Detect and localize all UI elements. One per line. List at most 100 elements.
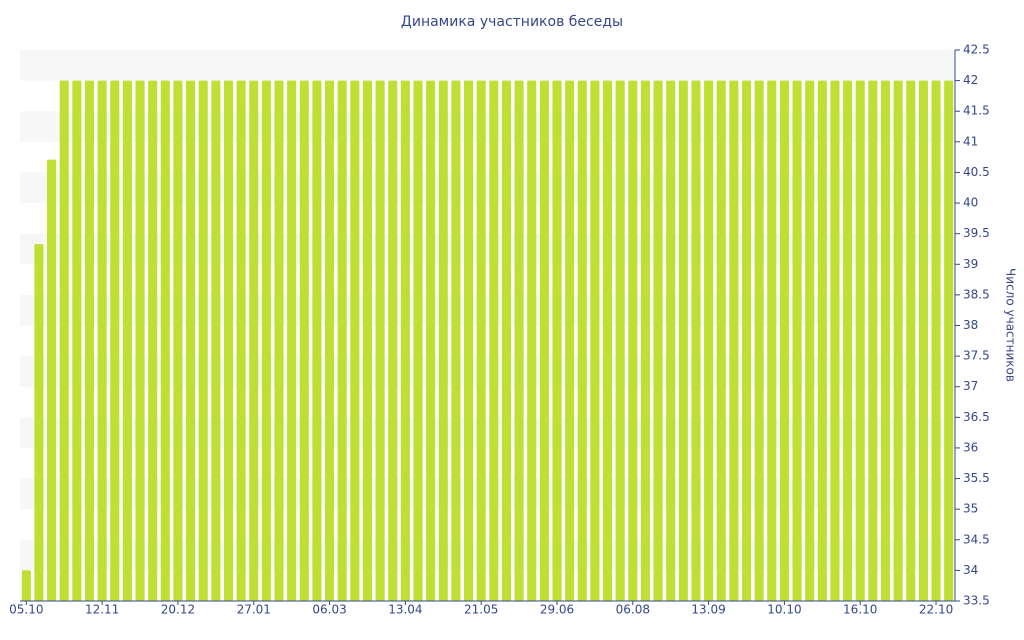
x-tick-label: 10.10: [767, 603, 801, 617]
y-tick-label: 35: [963, 502, 978, 516]
bar: [552, 80, 562, 602]
x-tick-label: 12.11: [85, 603, 119, 617]
grid-band: [20, 50, 955, 81]
bar: [565, 80, 575, 602]
bar: [160, 80, 170, 602]
bar: [741, 80, 752, 602]
bar: [539, 80, 549, 602]
bar: [855, 80, 865, 602]
bar: [299, 80, 309, 602]
bar: [678, 80, 688, 602]
bar: [792, 80, 802, 602]
bar: [602, 80, 613, 602]
bar: [729, 80, 739, 602]
bar: [173, 80, 183, 602]
y-tick-label: 42: [963, 73, 978, 87]
x-tick-label: 13.04: [388, 603, 422, 617]
bar: [590, 80, 600, 602]
bar: [388, 80, 398, 602]
y-tick-label: 40.5: [963, 165, 990, 179]
bar: [843, 80, 853, 602]
y-tick-label: 38: [963, 318, 978, 332]
bar: [148, 80, 158, 602]
bar: [716, 80, 726, 602]
y-tick-label: 33.5: [963, 594, 990, 608]
y-tick-label: 39.5: [963, 226, 990, 240]
bar: [135, 80, 145, 602]
bar: [628, 80, 638, 602]
bar: [501, 80, 512, 602]
bar: [110, 80, 120, 602]
grid-band: [20, 294, 955, 326]
bar: [868, 80, 878, 602]
bar: [704, 80, 714, 602]
bar: [34, 244, 44, 601]
bar: [84, 80, 95, 602]
bar: [400, 80, 410, 602]
bar: [223, 80, 234, 602]
bar: [451, 80, 461, 602]
bar: [122, 80, 132, 602]
bar: [615, 80, 625, 602]
bar: [236, 80, 246, 602]
bar: [754, 80, 764, 602]
bar: [413, 80, 423, 602]
x-tick-label: 06.03: [312, 603, 346, 617]
x-tick-label: 21.05: [464, 603, 498, 617]
bar: [287, 80, 297, 602]
bar: [274, 80, 284, 602]
y-tick-label: 40: [963, 196, 978, 210]
bar: [640, 80, 650, 602]
bar: [362, 80, 373, 602]
bar: [21, 570, 31, 601]
bar: [577, 80, 587, 602]
bar: [514, 80, 524, 602]
chart-title: Динамика участников беседы: [401, 14, 623, 30]
y-tick-label: 39: [963, 257, 978, 271]
bar: [830, 80, 840, 602]
bar: [426, 80, 436, 602]
bar: [817, 80, 827, 602]
x-tick-label: 13.09: [691, 603, 725, 617]
grid-band: [20, 172, 955, 204]
y-tick-label: 34: [963, 563, 978, 577]
y-tick-label: 38.5: [963, 287, 990, 301]
bar: [337, 80, 347, 602]
y-tick-label: 34.5: [963, 532, 990, 546]
y-tick-label: 36: [963, 440, 978, 454]
bar: [653, 80, 663, 602]
y-tick-label: 35.5: [963, 471, 990, 485]
grid-band: [20, 111, 955, 142]
y-tick-label: 41.5: [963, 104, 990, 118]
bar: [666, 80, 676, 602]
x-tick-label: 06.08: [616, 603, 650, 617]
bar: [350, 80, 360, 602]
bar: [779, 80, 789, 602]
bar: [918, 80, 928, 602]
bar: [261, 80, 271, 602]
bar: [476, 80, 486, 602]
grid-band: [20, 478, 955, 510]
bar: [691, 80, 701, 602]
y-tick-label: 42.5: [963, 43, 990, 57]
bar: [931, 80, 941, 602]
x-tick-label: 29.06: [540, 603, 574, 617]
grid-band: [20, 417, 955, 448]
bar: [72, 80, 82, 602]
bar: [527, 80, 537, 602]
bar: [59, 80, 69, 602]
x-tick-label: 22.10: [919, 603, 953, 617]
x-tick-label: 27.01: [237, 603, 271, 617]
bar: [880, 80, 891, 602]
x-tick-label: 20.12: [161, 603, 195, 617]
bar: [97, 80, 107, 602]
y-tick-label: 37: [963, 379, 978, 393]
x-tick-label: 16.10: [843, 603, 877, 617]
bar: [489, 80, 499, 602]
bar: [47, 159, 57, 602]
bar: [312, 80, 322, 602]
bar: [767, 80, 777, 602]
grid-band: [20, 356, 955, 387]
bar: [198, 80, 208, 602]
